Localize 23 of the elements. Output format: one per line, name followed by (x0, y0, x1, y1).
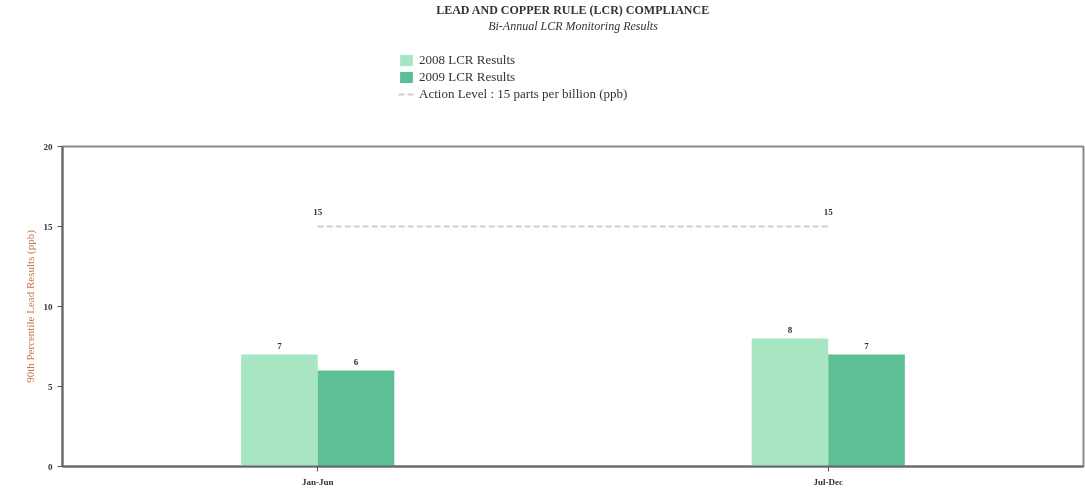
bar (828, 354, 905, 467)
legend-label: 2009 LCR Results (419, 68, 516, 85)
bar (751, 338, 829, 467)
legend-label: 2008 LCR Results (419, 51, 516, 68)
chart-subtitle: Bi-Annual LCR Monitoring Results (488, 18, 659, 33)
y-tick-label: 15 (43, 221, 53, 232)
legend-label: Action Level : 15 parts per billion (ppb) (419, 85, 628, 102)
data-label: 7 (277, 340, 283, 351)
x-tick-label: Jan-Jun (301, 476, 334, 487)
data-label: 6 (353, 356, 359, 367)
data-label: 8 (787, 324, 793, 335)
bar (317, 370, 395, 467)
y-tick-label: 0 (48, 461, 53, 472)
data-label: 7 (864, 340, 870, 351)
y-tick-label: 20 (43, 141, 53, 152)
y-tick-label: 5 (48, 381, 53, 392)
data-label: 15 (823, 206, 834, 217)
y-tick-label: 10 (43, 301, 53, 312)
bar (241, 354, 318, 467)
data-label: 15 (313, 206, 323, 217)
chart-title: LEAD AND COPPER RULE (LCR) COMPLIANCE (436, 2, 710, 17)
y-axis-title: 90th Percentile Lead Results (ppb) (23, 229, 37, 383)
x-tick-label: Jul-Dec (813, 476, 843, 487)
